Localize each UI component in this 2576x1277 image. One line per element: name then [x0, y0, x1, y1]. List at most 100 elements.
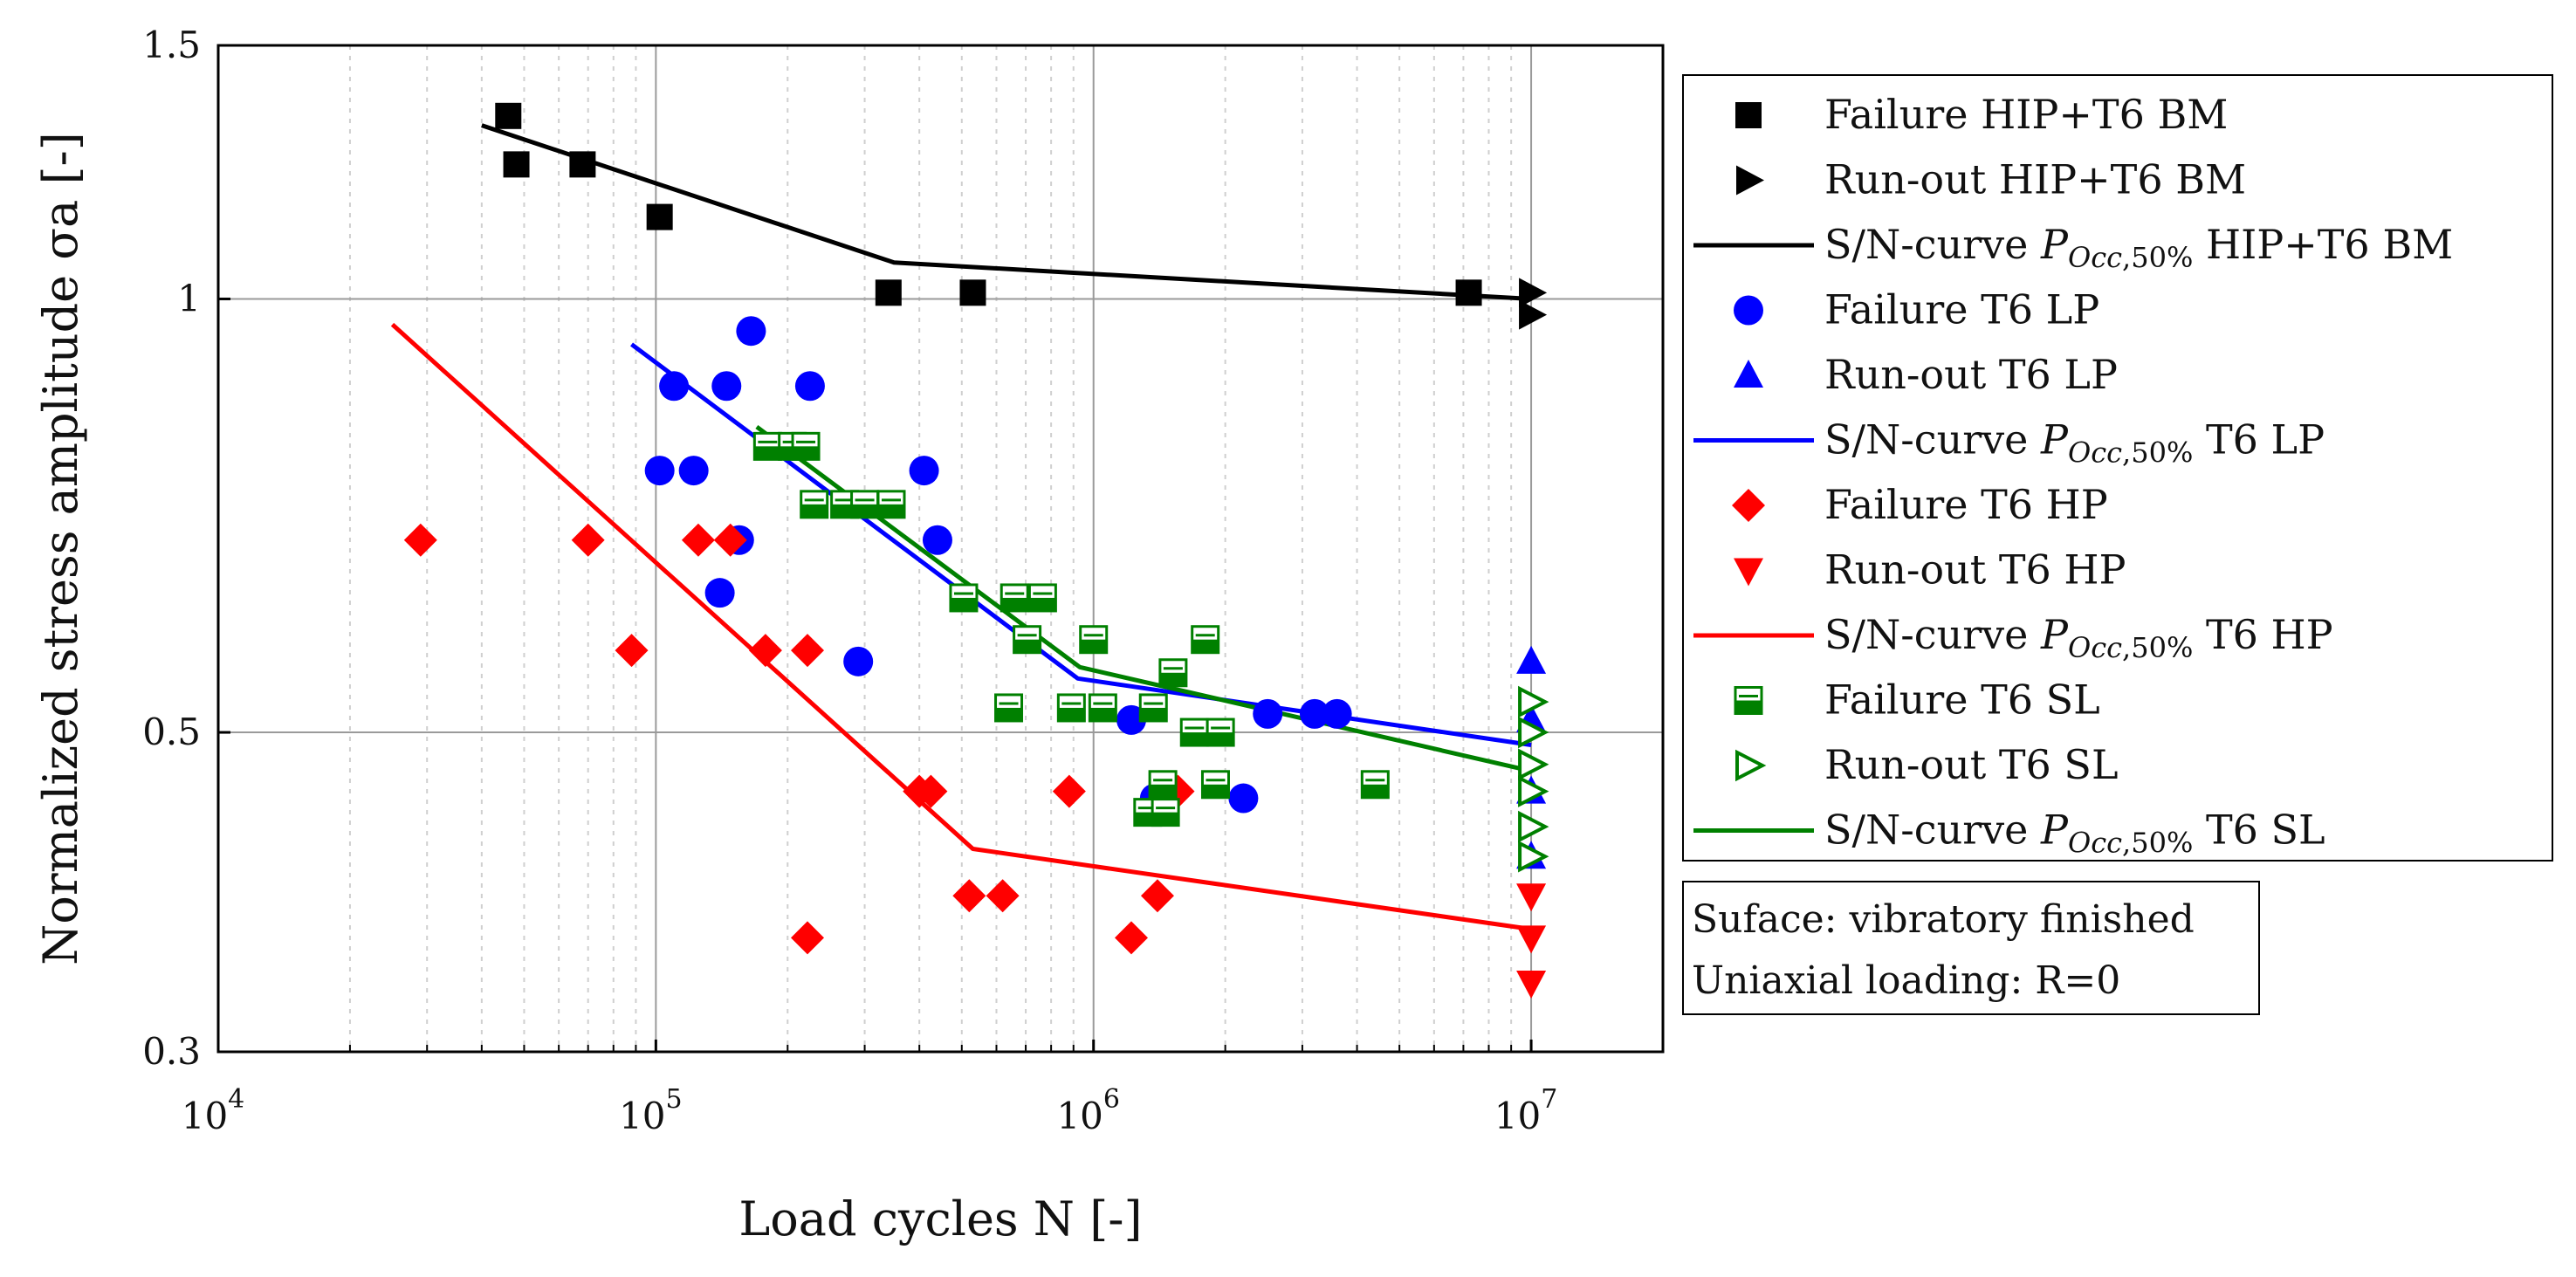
data-point — [850, 490, 880, 519]
annotation-line-2: Uniaxial loading: R=0 — [1692, 958, 2120, 1003]
data-point — [1516, 925, 1547, 954]
data-point — [1151, 798, 1180, 827]
data-point — [713, 523, 747, 557]
data-point — [1360, 770, 1390, 800]
data-point — [959, 279, 986, 306]
data-point — [1056, 693, 1086, 723]
data-point — [1516, 883, 1547, 912]
data-point — [1200, 770, 1230, 800]
data-point — [994, 693, 1024, 723]
data-points — [403, 102, 1549, 999]
x-tick-label: 107 — [1494, 1084, 1558, 1137]
data-point — [1052, 774, 1086, 808]
legend-marker-swatch — [1734, 686, 1763, 715]
data-point — [1191, 625, 1220, 655]
data-point — [1519, 278, 1548, 308]
data-point — [571, 523, 605, 557]
legend-marker-swatch — [1732, 489, 1765, 522]
legend: Failure HIP+T6 BM Run-out HIP+T6 BM S/N-cu… — [1682, 74, 2553, 862]
data-point — [909, 456, 939, 486]
data-point — [1518, 685, 1549, 718]
data-point — [791, 634, 825, 668]
data-point — [1228, 783, 1259, 814]
data-point — [1518, 840, 1549, 873]
data-point — [1518, 716, 1549, 749]
data-point — [1322, 698, 1352, 729]
legend-marker-swatch — [1734, 295, 1763, 326]
x-tick-label: 105 — [619, 1084, 683, 1137]
data-point — [922, 525, 952, 555]
data-point — [1079, 625, 1109, 655]
data-point — [615, 634, 649, 668]
annotation-frame — [1682, 881, 2260, 1015]
legend-label: Run-out T6 LP — [1824, 351, 2118, 398]
data-point — [1516, 970, 1547, 999]
data-point — [1518, 810, 1549, 843]
data-point — [646, 203, 673, 230]
data-point — [875, 279, 902, 306]
data-point — [791, 921, 825, 955]
data-point — [800, 490, 829, 519]
data-point — [1518, 775, 1549, 807]
data-point — [748, 634, 782, 668]
data-point — [794, 371, 825, 402]
data-point — [681, 523, 715, 557]
y-axis-title: Normalized stress amplitude σa [-] — [33, 132, 88, 965]
annotation-box: Suface: vibratory finished Uniaxial loadi… — [1682, 881, 2260, 1015]
x-tick-label: 104 — [182, 1084, 245, 1137]
legend-label: Failure T6 HP — [1824, 481, 2108, 528]
legend-label: Run-out HIP+T6 BM — [1824, 156, 2246, 203]
data-point — [843, 646, 874, 676]
data-point — [791, 431, 821, 461]
data-point — [503, 151, 530, 178]
legend-marker-swatch — [1734, 558, 1763, 587]
data-point — [876, 490, 906, 519]
data-point — [1179, 717, 1209, 747]
data-point — [1519, 299, 1548, 330]
data-point — [711, 371, 742, 402]
data-point — [569, 151, 596, 178]
sn-curve-line — [390, 322, 1532, 931]
y-tick-label: 1.5 — [142, 24, 201, 66]
data-point — [1116, 704, 1147, 735]
sn-curve-line — [481, 123, 1532, 301]
data-point — [1140, 879, 1174, 913]
legend-box — [1682, 74, 2553, 862]
legend-marker-swatch — [1735, 749, 1767, 782]
data-point — [1027, 583, 1057, 613]
legend-label: S/N-curve POcc,50% T6 SL — [1824, 807, 2325, 860]
legend-marker-swatch — [1736, 165, 1764, 196]
legend-marker-swatch — [1734, 360, 1763, 388]
data-point — [1138, 693, 1168, 723]
data-point — [678, 456, 709, 486]
data-point — [949, 583, 979, 613]
data-point — [1518, 748, 1549, 781]
y-tick-label: 0.3 — [142, 1030, 201, 1073]
data-point — [1299, 698, 1329, 729]
x-axis-title: Load cycles N [-] — [738, 1191, 1142, 1246]
legend-label: Failure T6 SL — [1824, 676, 2100, 724]
data-point — [986, 879, 1020, 913]
data-point — [403, 523, 437, 557]
data-point — [999, 583, 1029, 613]
data-point — [752, 431, 782, 461]
legend-label: Run-out T6 HP — [1824, 546, 2126, 594]
axes: 104 105 106 107 0.3 0.5 1 1.5 Load cycles N [-] N… — [33, 24, 1665, 1246]
y-tick-label: 0.5 — [142, 711, 201, 753]
legend-label: S/N-curve POcc,50% T6 LP — [1824, 416, 2325, 470]
data-point — [736, 316, 766, 347]
data-point — [1013, 625, 1042, 655]
data-point — [914, 774, 948, 808]
data-point — [952, 879, 986, 913]
data-point — [1088, 693, 1117, 723]
plot-frame — [216, 44, 1665, 1054]
annotation-line-1: Suface: vibratory finished — [1692, 897, 2195, 942]
data-point — [1455, 279, 1482, 306]
legend-label: Failure T6 LP — [1824, 286, 2099, 333]
legend-label: S/N-curve POcc,50% T6 HP — [1824, 611, 2333, 664]
data-point — [495, 102, 522, 129]
data-point — [1206, 717, 1235, 747]
sn-curve-line — [630, 342, 1532, 747]
y-tick-label: 1 — [177, 277, 201, 319]
